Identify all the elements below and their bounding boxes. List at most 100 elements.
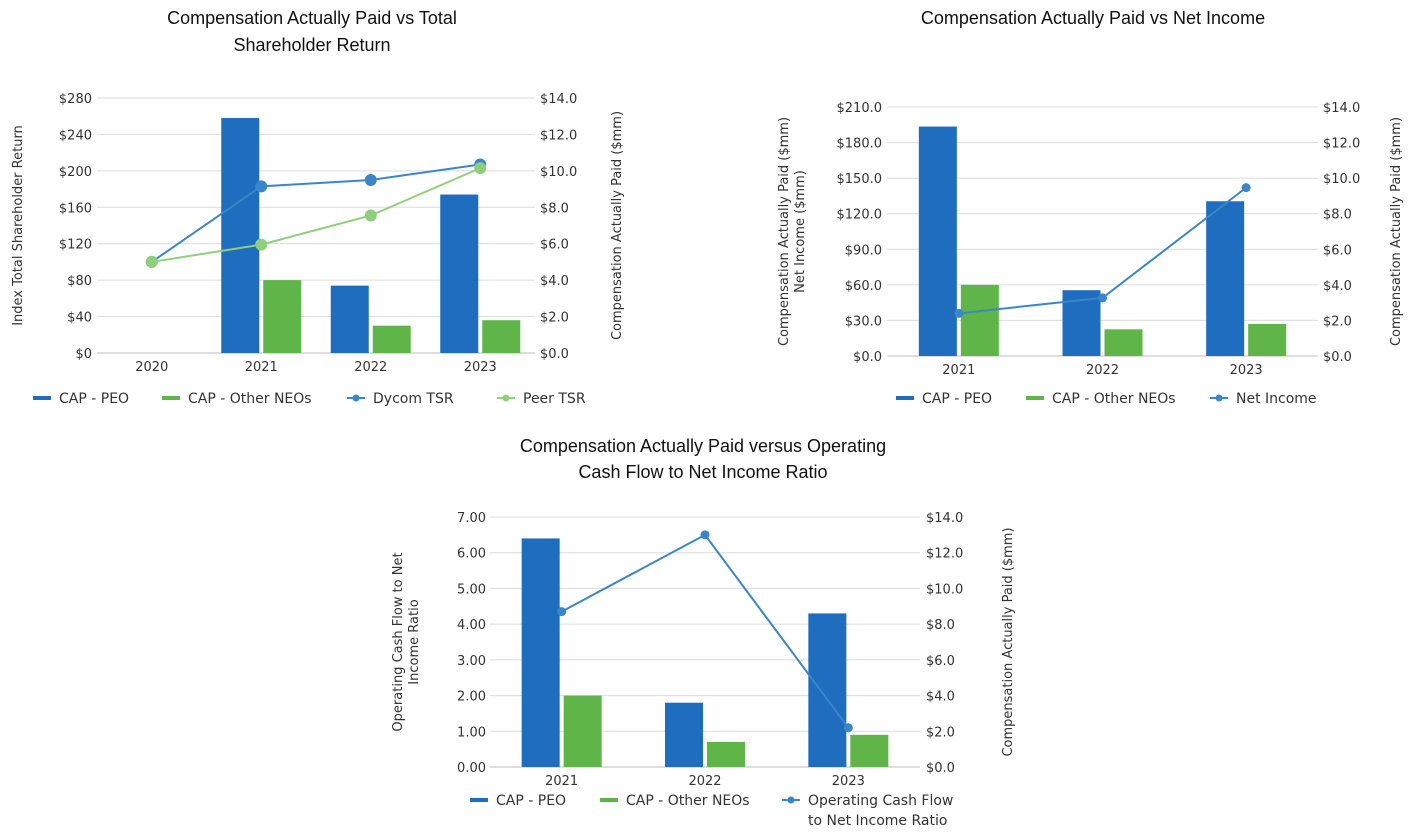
legend-item: CAP - PEO (470, 793, 566, 809)
right-tick-label: $10.0 (926, 582, 963, 597)
line-series-2 (151, 167, 481, 263)
left-tick-label: 3.00 (457, 654, 486, 669)
left-axis-title: Income Ratio (407, 599, 422, 684)
left-tick-label: 2.00 (457, 690, 486, 705)
bar-cap-other-neos (263, 280, 302, 353)
right-tick-label: $14.0 (1323, 101, 1360, 116)
line-point (255, 238, 268, 251)
right-tick-label: $8.0 (926, 618, 955, 633)
legend-marker (787, 796, 795, 804)
left-tick-label: $160 (59, 201, 92, 216)
bar-cap-peo (918, 126, 957, 356)
category-label: 2023 (464, 360, 497, 375)
right-tick-label: $4.0 (540, 274, 569, 289)
category-label: 2020 (135, 360, 168, 375)
right-tick-label: $14.0 (926, 511, 963, 526)
legend-marker (1215, 394, 1223, 402)
legend-item: Operating Cash Flow to Net Income Ratio (782, 793, 953, 829)
right-tick-label: $0.0 (1323, 350, 1352, 365)
line-point (474, 162, 487, 175)
right-tick-label: $2.0 (540, 311, 569, 326)
bar-cap-peo (665, 702, 703, 767)
right-tick-label: $0.0 (540, 347, 569, 362)
bar-cap-other-neos (482, 320, 521, 353)
left-axis-title: Net Income ($mm) (793, 170, 808, 293)
chart-3: Compensation Actually Paid versus Operat… (391, 436, 1016, 829)
right-tick-label: $8.0 (1323, 208, 1352, 223)
line-point (700, 530, 710, 540)
chart-1: Compensation Actually Paid vs Total Share… (11, 8, 625, 407)
legend-swatch (896, 396, 914, 400)
legend-marker (502, 394, 510, 402)
chart-title: Shareholder Return (233, 35, 390, 55)
bar-cap-other-neos (563, 695, 602, 767)
left-tick-label: 1.00 (457, 725, 486, 740)
right-tick-label: $6.0 (1323, 243, 1352, 258)
right-tick-label: $2.0 (1323, 314, 1352, 329)
line-point (1241, 183, 1251, 193)
legend-label: CAP - PEO (59, 391, 129, 407)
legend-item: CAP - Other NEOs (1026, 391, 1176, 407)
left-tick-label: 6.00 (457, 547, 486, 562)
legend-swatch (162, 396, 180, 400)
left-tick-label: 7.00 (457, 511, 486, 526)
bar-cap-peo (521, 538, 560, 767)
bar-cap-peo (1206, 201, 1245, 356)
legend-item: CAP - Other NEOs (600, 793, 750, 809)
left-tick-label: $60.0 (845, 279, 882, 294)
right-tick-label: $2.0 (926, 725, 955, 740)
legend-swatch (1026, 396, 1044, 400)
bar-cap-other-neos (707, 742, 745, 767)
chart-title: Compensation Actually Paid versus Operat… (520, 436, 886, 456)
category-label: 2021 (545, 774, 578, 789)
left-tick-label: $120 (59, 238, 92, 253)
line-point (255, 180, 268, 193)
left-axis-title: Index Total Shareholder Return (11, 125, 26, 326)
legend-label: Peer TSR (523, 391, 586, 407)
left-tick-label: $280 (59, 92, 92, 107)
bar-cap-peo (221, 118, 260, 354)
legend-label: CAP - Other NEOs (1052, 391, 1176, 407)
bar-cap-other-neos (960, 284, 999, 356)
right-tick-label: $0.0 (926, 761, 955, 776)
left-tick-label: $90.0 (845, 243, 882, 258)
line-point (364, 173, 377, 186)
legend-label: CAP - Other NEOs (188, 391, 312, 407)
right-tick-label: $14.0 (540, 92, 577, 107)
category-label: 2021 (245, 360, 278, 375)
left-tick-label: 5.00 (457, 582, 486, 597)
category-label: 2023 (832, 774, 865, 789)
left-tick-label: 4.00 (457, 618, 486, 633)
legend-swatch (470, 798, 488, 802)
bar-cap-peo (808, 613, 847, 767)
right-tick-label: $10.0 (540, 165, 577, 180)
left-tick-label: $0.0 (853, 350, 882, 365)
line-series-1 (151, 163, 481, 263)
legend-marker (352, 394, 360, 402)
bar-cap-peo (330, 285, 369, 353)
category-label: 2021 (942, 363, 975, 378)
legend-label: Operating Cash Flow (808, 793, 953, 809)
legend-label: to Net Income Ratio (808, 813, 947, 829)
left-tick-label: $30.0 (845, 314, 882, 329)
legend-item: CAP - Other NEOs (162, 391, 312, 407)
right-tick-label: $12.0 (1323, 137, 1360, 152)
legend-item: CAP - PEO (33, 391, 129, 407)
right-tick-label: $10.0 (1323, 172, 1360, 187)
chart-title: Compensation Actually Paid vs Net Income (921, 8, 1265, 28)
left-tick-label: $200 (59, 165, 92, 180)
line-point (1098, 293, 1107, 303)
bar-cap-peo (440, 194, 479, 353)
legend-label: CAP - PEO (922, 391, 992, 407)
right-tick-label: $6.0 (540, 238, 569, 253)
right-axis-title: Compensation Actually Paid ($mm) (1001, 527, 1016, 756)
legend-item: Dycom TSR (347, 391, 454, 407)
left-tick-label: $240 (59, 128, 92, 143)
bar-cap-other-neos (372, 325, 411, 353)
right-axis-title: Compensation Actually Paid ($mm) (1389, 117, 1404, 346)
legend-item: Net Income (1210, 391, 1317, 407)
right-tick-label: $6.0 (926, 654, 955, 669)
left-tick-label: $80 (67, 274, 92, 289)
line-point (145, 255, 158, 268)
